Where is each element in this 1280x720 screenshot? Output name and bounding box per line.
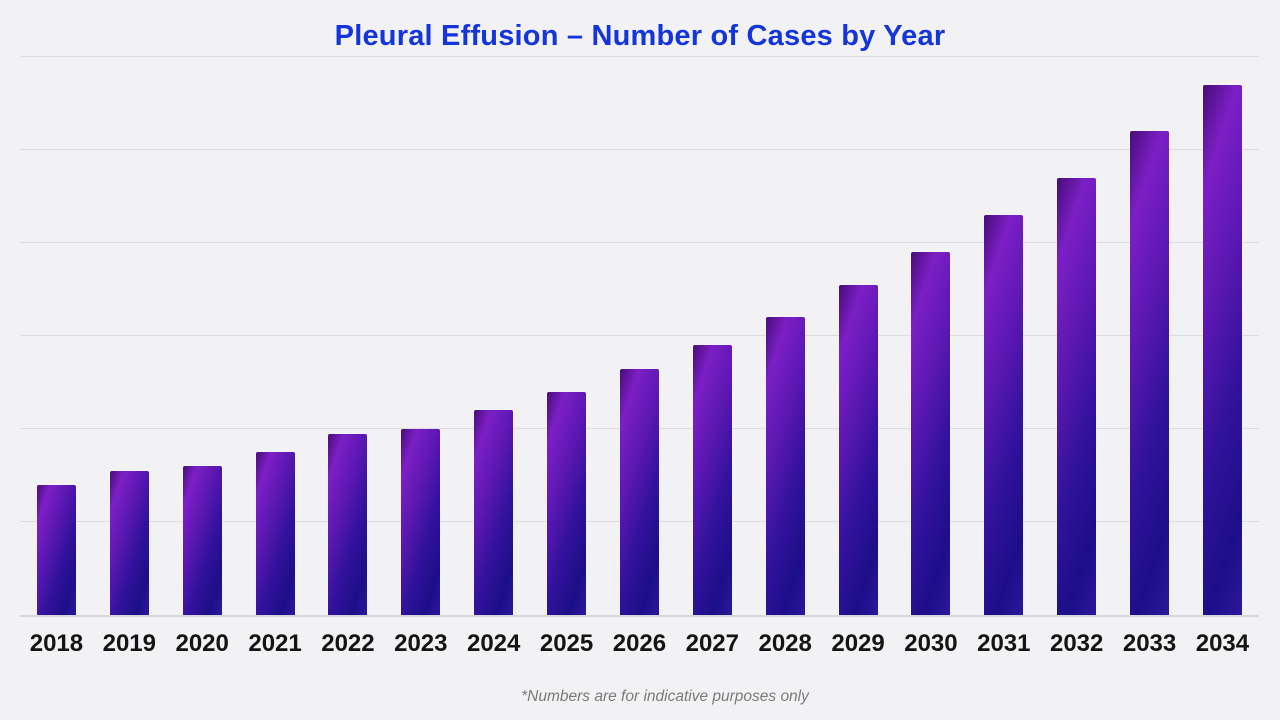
bar xyxy=(692,345,732,615)
chart-title: Pleural Effusion – Number of Cases by Ye… xyxy=(334,20,946,52)
x-axis-label: 2025 xyxy=(539,630,594,657)
bar-slot xyxy=(20,57,93,615)
x-axis-label: 2028 xyxy=(758,630,812,657)
bar xyxy=(328,433,368,615)
bar xyxy=(619,368,659,615)
x-axis-label: 2022 xyxy=(321,630,375,657)
x-axis-label: 2018 xyxy=(29,630,84,657)
bar-slot xyxy=(239,57,312,615)
x-axis-labels: 2018 2019 2020 2021 2022 2023 2024 2025 2026 2027… xyxy=(20,630,1259,658)
chart-footnote: *Numbers are for indicative purposes onl… xyxy=(521,688,809,705)
bar xyxy=(547,391,587,615)
bar xyxy=(765,317,805,615)
bar xyxy=(984,215,1024,615)
bar-slot xyxy=(676,57,749,615)
bar-slot xyxy=(166,57,239,615)
x-axis-label: 2032 xyxy=(1049,630,1104,657)
x-axis-label: 2019 xyxy=(102,630,156,657)
plot-area xyxy=(20,56,1259,617)
bar-slot xyxy=(967,57,1040,615)
bar xyxy=(182,466,222,615)
bar-slot xyxy=(93,57,166,615)
bar-slot xyxy=(603,57,676,615)
bar-slot xyxy=(312,57,385,615)
bar-slot xyxy=(749,57,822,615)
bar-slot xyxy=(530,57,603,615)
x-axis-label: 2029 xyxy=(831,630,885,657)
bar xyxy=(109,470,149,615)
bar-slot xyxy=(822,57,895,615)
gridline xyxy=(20,242,1259,243)
bars-row xyxy=(20,57,1259,615)
x-axis-label: 2027 xyxy=(685,630,739,657)
x-axis-label: 2021 xyxy=(248,630,302,657)
x-axis-label: 2031 xyxy=(977,630,1031,657)
gridline xyxy=(20,149,1259,150)
bar-slot xyxy=(1186,57,1259,615)
bar-slot xyxy=(457,57,530,615)
bar xyxy=(911,252,951,615)
bar xyxy=(255,452,295,615)
bar xyxy=(1057,177,1097,615)
x-axis-label: 2020 xyxy=(175,630,229,657)
gridline xyxy=(20,335,1259,336)
x-axis-label: 2034 xyxy=(1195,630,1250,657)
bar-slot xyxy=(384,57,457,615)
bar xyxy=(474,410,514,615)
x-axis-label: 2023 xyxy=(394,630,448,657)
bar xyxy=(1202,84,1242,615)
bar xyxy=(1130,131,1170,615)
x-axis-label: 2033 xyxy=(1122,630,1177,657)
x-axis-label: 2024 xyxy=(466,630,521,657)
gridline xyxy=(20,56,1259,57)
bar-slot xyxy=(895,57,968,615)
bar-slot xyxy=(1113,57,1186,615)
bar xyxy=(838,284,878,615)
bar xyxy=(36,484,76,615)
x-axis-label: 2030 xyxy=(904,630,958,657)
bar-slot xyxy=(1040,57,1113,615)
x-axis-label: 2026 xyxy=(612,630,667,657)
bar xyxy=(401,429,441,615)
